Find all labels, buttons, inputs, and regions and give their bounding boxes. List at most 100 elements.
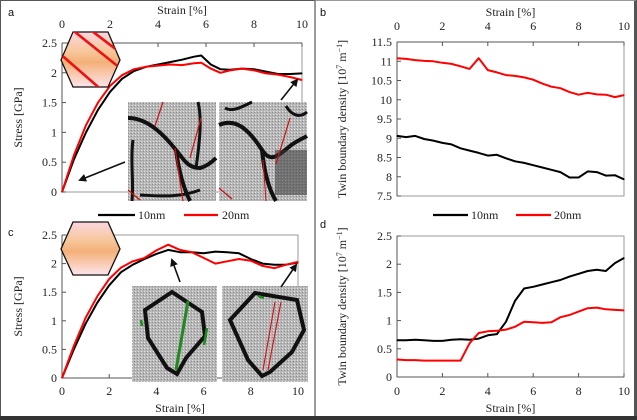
data-point-10nm (169, 61, 171, 63)
data-point-20nm (414, 59, 416, 61)
data-point-20nm (203, 257, 205, 259)
y-axis-label: Twin boundary density [107 m−1] (335, 227, 350, 385)
data-point-20nm (496, 330, 498, 332)
data-point-10nm (578, 176, 580, 179)
data-point-10nm (596, 171, 598, 173)
data-point-10nm (432, 340, 434, 342)
data-point-10nm (614, 262, 616, 264)
chart-d-twin-density: 0 2 4 6 8 10 0 0.5 1 1.5 2 2.5 Strain [%] Twin bounda… (335, 227, 631, 415)
y-axis-label-part: Twin boundary density [10 (335, 256, 349, 385)
y-tick-label: 2.5 (42, 228, 57, 242)
panel-label-c: c (8, 227, 14, 239)
data-point-10nm (396, 339, 398, 341)
data-point-10nm (432, 139, 434, 142)
data-point-20nm (459, 360, 462, 362)
y-tick-label: 0 (51, 371, 57, 385)
data-point-20nm (250, 260, 252, 262)
data-point-10nm (181, 59, 183, 61)
data-point-10nm (203, 252, 205, 254)
data-point-10nm (532, 164, 534, 166)
data-point-20nm (97, 102, 99, 104)
data-point-20nm (414, 359, 416, 361)
data-point-20nm (423, 360, 425, 362)
series-line-20nm (61, 61, 303, 193)
y-tick-label: 8 (386, 170, 392, 184)
data-point-20nm (200, 62, 202, 64)
data-point-20nm (289, 76, 291, 78)
data-point-10nm (568, 276, 571, 278)
x-tick-label: 0 (59, 17, 65, 31)
data-point-20nm (155, 249, 157, 252)
y-axis-label-part: ] (335, 227, 349, 231)
y-tick-label: 2 (51, 66, 57, 80)
series-line-20nm (396, 57, 625, 99)
data-point-10nm (614, 174, 616, 176)
data-point-20nm (85, 317, 87, 319)
atomistic-snapshot-c1 (132, 286, 217, 382)
data-point-20nm (108, 278, 110, 280)
atomistic-snapshot-a2 (218, 100, 309, 203)
data-point-20nm (285, 264, 287, 266)
data-point-20nm (550, 321, 552, 323)
x-tick-label: 4 (485, 384, 491, 398)
chart-b-twin-density: 0 2 4 6 8 10 7.5 8 8.5 9 9.5 10 10.5 11 11.5 Strain [%]… (335, 5, 631, 203)
data-point-20nm (145, 66, 147, 68)
data-point-20nm (469, 68, 471, 70)
y-axis-label-part: m (335, 52, 349, 65)
data-point-10nm (496, 333, 498, 335)
legend-label-10nm: 10nm (138, 208, 166, 222)
data-point-20nm (469, 342, 471, 344)
data-point-10nm (396, 135, 398, 137)
data-point-10nm (85, 323, 87, 325)
data-point-10nm (541, 283, 543, 286)
x-tick-label: 2 (439, 384, 445, 398)
data-point-10nm (155, 253, 157, 255)
arrow-c-peak (170, 258, 181, 283)
x-tick-label: 6 (530, 384, 536, 398)
y-axis-label-part: Twin boundary density [10 (335, 69, 349, 198)
data-point-20nm (241, 68, 243, 70)
bottom-border (0, 416, 637, 420)
y-axis-label-part: 7 (335, 252, 344, 256)
data-point-10nm (265, 71, 267, 73)
data-point-10nm (108, 284, 110, 286)
data-point-20nm (214, 263, 216, 265)
data-point-20nm (61, 191, 63, 193)
data-point-20nm (157, 65, 159, 67)
data-point-10nm (469, 149, 471, 152)
chart-a-stress-strain: 0 2 4 6 8 10 0 0.5 1 1.5 2 2.5 Strain [%] Stress [GPa… (11, 3, 308, 199)
data-point-10nm (623, 257, 625, 259)
y-tick-label: 0.5 (42, 342, 57, 356)
data-point-10nm (514, 160, 516, 162)
y-tick-label: 7.5 (377, 189, 392, 203)
y-tick-label: 0 (51, 185, 57, 199)
x-tick-label: 6 (203, 17, 209, 31)
data-point-20nm (169, 63, 171, 66)
y-tick-label: 1 (51, 314, 57, 328)
plot-area-frame (396, 235, 625, 378)
hexagon-untwinned-grain-icon (60, 221, 121, 276)
x-tick-label: 10 (292, 384, 304, 398)
y-tick-label: 10 (380, 93, 392, 107)
data-point-20nm (523, 76, 525, 79)
data-point-10nm (301, 72, 303, 74)
data-point-10nm (250, 258, 252, 260)
data-point-10nm (120, 271, 122, 273)
data-point-10nm (587, 270, 589, 272)
data-point-10nm (423, 138, 425, 140)
x-tick-label: 8 (251, 17, 257, 31)
y-tick-label: 9.5 (377, 112, 392, 126)
data-point-20nm (487, 330, 489, 332)
data-point-20nm (450, 360, 453, 362)
data-point-20nm (181, 64, 183, 66)
x-tick-label: 8 (248, 384, 254, 398)
y-axis-label-part: −1 (335, 44, 344, 53)
data-point-20nm (120, 267, 122, 269)
data-point-10nm (550, 281, 552, 283)
x-tick-label: 0 (59, 384, 65, 398)
data-point-20nm (432, 360, 434, 362)
data-point-20nm (578, 94, 580, 96)
data-point-10nm (441, 340, 443, 342)
series-line-10nm (61, 54, 303, 193)
